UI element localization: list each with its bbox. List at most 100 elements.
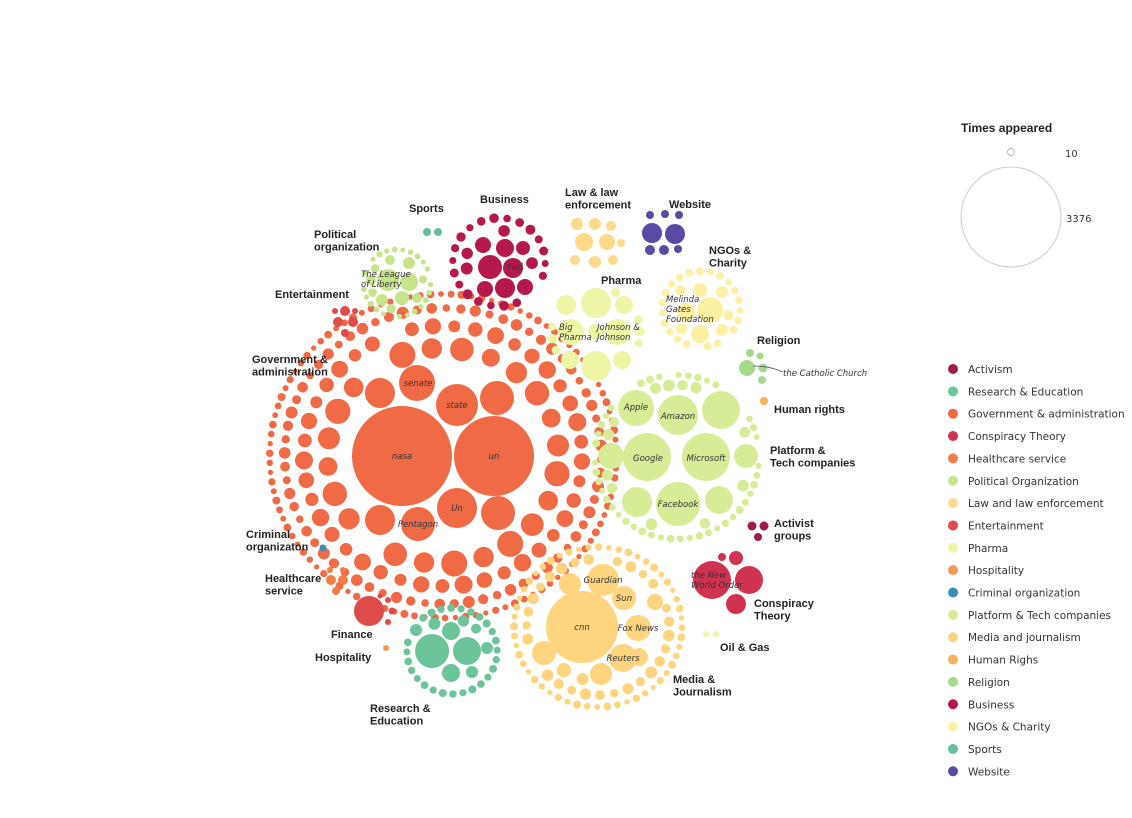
bubble-118 (426, 303, 438, 314)
bubble-104 (282, 420, 294, 431)
bubble-336 (664, 616, 675, 627)
bubble-346 (567, 685, 577, 695)
bubble-388 (525, 669, 532, 675)
bubble-35 (468, 322, 483, 337)
group-label-8: Religion (757, 335, 801, 347)
bubble-541 (396, 313, 402, 320)
legend-label-law-and-law-enforcement: Law and law enforcement (968, 498, 1104, 510)
bubble-518 (376, 294, 388, 306)
bubble-62 (305, 492, 319, 506)
bubble-457 (474, 297, 483, 306)
bubble-148 (283, 523, 292, 532)
bubble-234 (452, 614, 459, 621)
bubble-399 (532, 570, 539, 577)
bubble-145 (299, 548, 308, 556)
bubble-305 (595, 430, 602, 438)
entity-label-12: Apple (623, 403, 648, 413)
group-label-layer: Sports Business Law & law enforcement Websit… (246, 187, 855, 728)
bubble-520 (385, 255, 395, 265)
bubble-174 (358, 309, 365, 316)
bubble-443 (475, 237, 491, 253)
legend-swatch-business (948, 699, 958, 710)
legend-swatch-research-education (948, 386, 958, 397)
bubble-430 (419, 614, 427, 622)
bubble-460 (449, 268, 459, 278)
bubble-253 (705, 486, 733, 514)
bubble-217 (591, 528, 600, 537)
bubble-278 (755, 462, 762, 469)
bubble-371 (668, 660, 676, 669)
bubble-453 (538, 271, 548, 280)
bubble-524 (418, 275, 428, 284)
bubble-374 (650, 684, 656, 690)
bubble-339 (654, 656, 665, 667)
bubble-431 (427, 608, 436, 617)
bubble-292 (657, 534, 665, 541)
bubble-39 (538, 361, 556, 379)
bubble-26 (547, 434, 569, 457)
legend-swatch-ngos-charity (948, 721, 958, 732)
bubble-175 (367, 305, 375, 313)
bubble-5 (401, 507, 435, 541)
size-legend-large-circle (960, 166, 1062, 268)
bubble-203 (602, 398, 611, 407)
bubble-465 (476, 217, 486, 226)
bubble-490 (674, 335, 681, 343)
bubble-343 (610, 689, 619, 698)
bubble-419 (468, 685, 477, 694)
bubble-529 (391, 246, 398, 253)
bubble-548 (370, 256, 376, 262)
bubble-191 (526, 312, 533, 319)
bubble-304 (592, 439, 601, 448)
bubble-382 (573, 700, 582, 709)
bubble-93 (328, 558, 339, 569)
legend-label-criminal-organization: Criminal organization (968, 588, 1080, 600)
group-label-1: Business (480, 194, 529, 206)
bubble-522 (365, 275, 376, 286)
bubble-268 (646, 375, 654, 384)
entity-label-14: Google (633, 454, 663, 464)
bubble-249 (658, 395, 698, 435)
bubble-599 (383, 645, 389, 651)
bubble-502 (605, 319, 631, 345)
size-legend-min-label: 10 (1065, 149, 1078, 160)
bubble-326 (536, 582, 545, 592)
bubble-440 (477, 281, 493, 297)
bubble-581 (759, 521, 769, 531)
bubble-414 (493, 646, 501, 654)
bubble-372 (663, 670, 670, 676)
bubble-407 (466, 666, 478, 678)
bubble-16 (318, 427, 340, 450)
bubble-260 (677, 380, 688, 391)
bubble-459 (455, 280, 464, 289)
bubble-190 (517, 308, 523, 314)
bubble-38 (524, 348, 540, 364)
bubble-154 (267, 469, 274, 475)
bubble-235 (441, 614, 449, 622)
bubble-59 (339, 543, 353, 556)
bubble-488 (703, 342, 712, 351)
legend-swatch-website (948, 766, 958, 777)
bubble-19 (389, 341, 416, 368)
bubble-216 (597, 520, 604, 528)
entity-label-3: Johnson & Johnson (595, 323, 640, 343)
bubble-312 (612, 586, 636, 610)
bubble-487 (713, 339, 722, 348)
bubble-101 (280, 461, 290, 472)
bubble-167 (303, 351, 311, 360)
bubble-142 (320, 570, 328, 578)
bubble-531 (407, 249, 414, 255)
bubble-509 (635, 326, 645, 336)
bubble-411 (482, 619, 491, 628)
bubble-539 (411, 308, 418, 315)
bubble-246 (623, 433, 671, 481)
bubble-155 (266, 459, 273, 466)
bubble-527 (376, 251, 383, 258)
bubble-96 (301, 526, 313, 537)
bubble-515 (377, 269, 399, 291)
bubble-334 (648, 579, 659, 589)
legend-label-political-organization: Political Organization (968, 476, 1079, 488)
bubble-15 (318, 457, 338, 476)
bubble-384 (554, 693, 562, 702)
size-legend-small-circle (1007, 148, 1015, 156)
